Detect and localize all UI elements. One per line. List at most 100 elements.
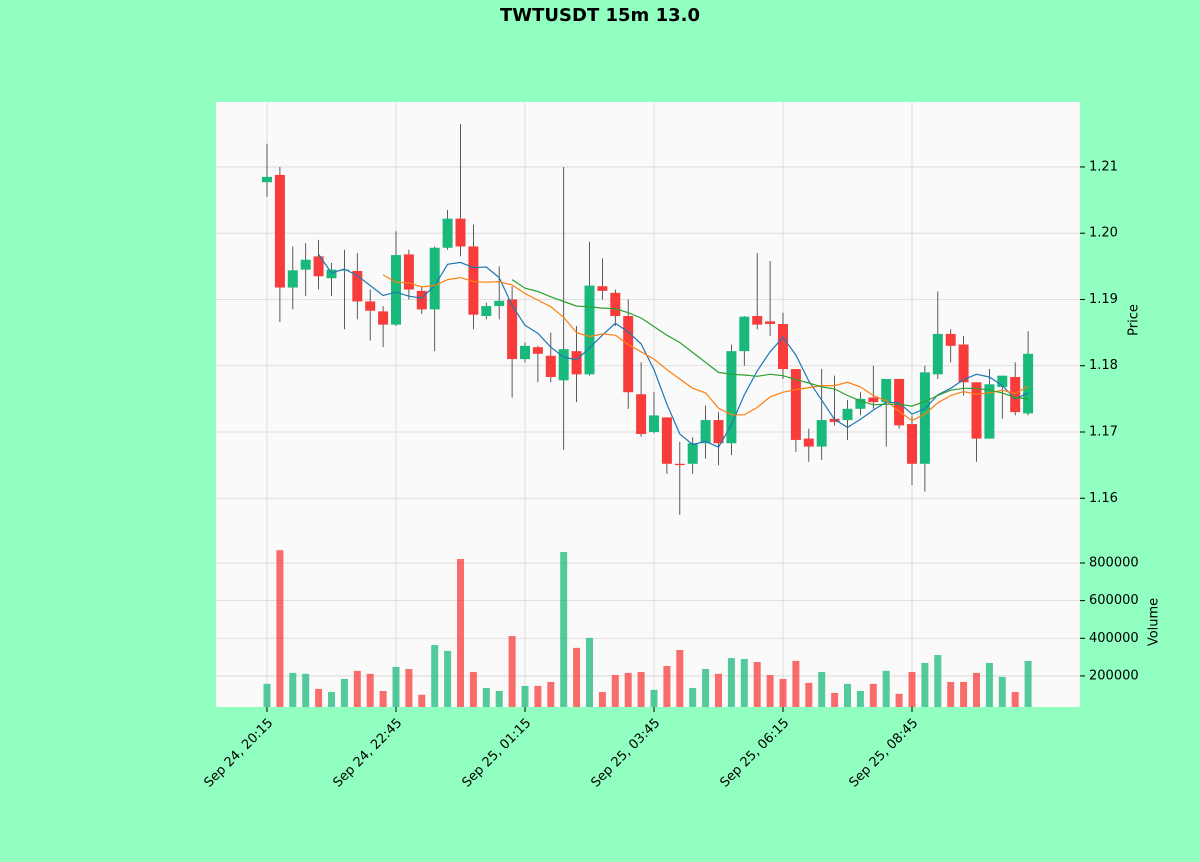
volume-bar — [1011, 691, 1019, 707]
chart-title: TWTUSDT 15m 13.0 — [500, 5, 700, 26]
candle-body — [403, 254, 414, 290]
candle-body — [829, 418, 840, 423]
candle-body — [649, 415, 659, 432]
candle-body — [919, 372, 930, 464]
volume-bar — [766, 674, 774, 707]
y-tick-label: 1.21 — [1089, 159, 1118, 174]
candle-body — [778, 323, 788, 370]
volume-bar — [534, 685, 542, 707]
volume-bar — [315, 688, 323, 707]
volume-bar — [740, 658, 748, 707]
volume-bar — [650, 689, 658, 707]
volume-bar — [753, 662, 761, 707]
volume-bar — [676, 649, 684, 707]
volume-bar — [547, 681, 555, 707]
candle-body — [700, 420, 711, 444]
volume-bar — [702, 668, 710, 707]
volume-bar — [973, 672, 980, 707]
candle-body — [958, 344, 969, 383]
moving-average-line — [318, 254, 1029, 448]
candle-body — [907, 424, 917, 464]
candle-body — [287, 270, 298, 288]
volume-bar — [715, 673, 722, 707]
moving-average-line — [382, 274, 1029, 422]
volume-bar — [560, 552, 568, 707]
candle-body — [855, 398, 866, 409]
candle-body — [803, 438, 814, 447]
volume-bar — [637, 671, 645, 707]
x-tick-label: Sep 25, 06:15 — [717, 716, 792, 791]
candle-body — [584, 285, 595, 375]
volume-bar — [353, 670, 361, 707]
volume-bar — [431, 645, 439, 707]
candle-body — [816, 420, 827, 447]
volume-bar — [366, 673, 374, 707]
candle-body — [610, 292, 621, 317]
volume-bar — [611, 674, 619, 707]
candle-body — [391, 255, 401, 325]
volume-bar — [469, 671, 477, 707]
x-tick-label: Sep 24, 20:15 — [201, 716, 276, 791]
volume-bar — [482, 687, 490, 707]
volume-bar — [908, 671, 916, 707]
candle-body — [752, 316, 763, 325]
candle-body — [532, 347, 543, 354]
volume-bar — [521, 685, 529, 707]
volume-bar — [779, 678, 787, 707]
candle-body — [894, 378, 905, 426]
candle-body — [339, 269, 350, 271]
candle-body — [274, 174, 285, 288]
candle-body — [352, 270, 363, 302]
candle-body — [378, 311, 389, 325]
candle-body — [623, 316, 634, 393]
volume-bar — [418, 694, 426, 707]
y-tick-label: 1.19 — [1089, 292, 1118, 307]
candle-body — [442, 218, 453, 248]
volume-bar — [985, 662, 993, 707]
candle-body — [971, 382, 982, 439]
x-tick-label: Sep 24, 22:45 — [330, 716, 405, 791]
volume-bar — [882, 670, 890, 707]
candle-body — [571, 351, 582, 375]
volume-bar — [340, 678, 348, 707]
candle-body — [507, 299, 518, 360]
volume-bar — [856, 690, 864, 707]
volume-bar — [586, 637, 593, 707]
volume-bar — [444, 650, 452, 707]
volume-bar — [921, 662, 929, 707]
candle-body — [687, 443, 698, 464]
candle-body — [520, 345, 530, 360]
y-tick-label: 1.16 — [1089, 491, 1118, 506]
candle-body — [545, 355, 556, 377]
candle-body — [765, 321, 776, 324]
candle-body — [1010, 376, 1021, 413]
volume-bar — [276, 550, 284, 707]
volume-tick-label: 600000 — [1089, 593, 1139, 608]
candle-body — [429, 247, 440, 310]
volume-tick-label: 800000 — [1089, 555, 1139, 570]
volume-bar — [895, 693, 903, 707]
candle-body — [881, 378, 892, 403]
candle-body — [300, 259, 311, 270]
volume-bar — [379, 690, 387, 707]
volume-bar — [818, 671, 826, 707]
volume-bar — [573, 647, 581, 707]
volume-bar — [689, 687, 697, 707]
candle-body — [674, 463, 685, 466]
volume-bar — [805, 682, 813, 707]
volume-bar — [1024, 660, 1032, 707]
candle-body — [868, 397, 879, 403]
candle-body — [1023, 353, 1034, 414]
volume-bar — [405, 668, 413, 707]
volume-bar — [960, 681, 968, 707]
volume-bar — [947, 681, 955, 707]
candle-body — [597, 286, 608, 291]
volume-bar — [328, 691, 335, 707]
candle-body — [984, 384, 995, 439]
volume-bar — [831, 692, 839, 707]
volume-bar — [289, 672, 297, 707]
candle-body — [713, 420, 724, 444]
candle-body — [481, 306, 492, 317]
candle-body — [365, 301, 376, 311]
